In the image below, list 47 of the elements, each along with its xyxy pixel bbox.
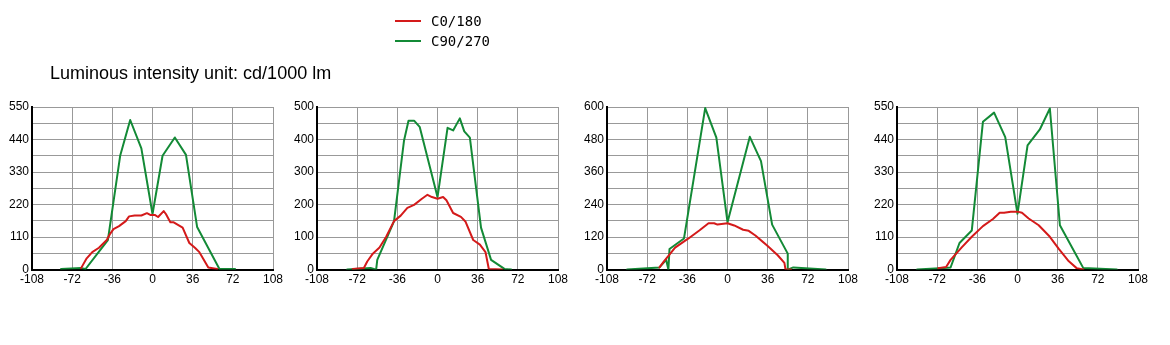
y-tick-label: 550 — [873, 99, 895, 114]
x-tick-label: -72 — [928, 272, 947, 287]
x-tick-label: 36 — [470, 272, 485, 287]
y-tick-label: 300 — [293, 164, 315, 179]
x-tick-label: -36 — [388, 272, 407, 287]
y-tick-label: 330 — [873, 164, 895, 179]
y-tick-label: 120 — [583, 229, 605, 244]
x-tick-label: -36 — [103, 272, 122, 287]
y-tick-label: 550 — [8, 99, 30, 114]
x-tick-label: 0 — [724, 272, 732, 287]
y-tick-label: 440 — [8, 131, 30, 146]
x-tick-label: 36 — [760, 272, 775, 287]
y-tick-label: 110 — [874, 229, 895, 244]
y-tick-label: 220 — [873, 196, 895, 211]
legend-label: C0/180 — [431, 13, 482, 29]
y-tick-label: 200 — [293, 196, 315, 211]
x-tick-label: -36 — [678, 272, 697, 287]
x-tick-label: 0 — [1014, 272, 1022, 287]
x-tick-label: 36 — [1050, 272, 1065, 287]
x-tick-label: 72 — [1091, 272, 1105, 287]
chart-title: Luminous intensity unit: cd/1000 lm — [50, 63, 332, 84]
x-tick-label: -72 — [348, 272, 367, 287]
x-tick-label: 0 — [434, 272, 442, 287]
x-tick-label: 36 — [185, 272, 200, 287]
x-tick-label: 0 — [149, 272, 157, 287]
y-tick-label: 100 — [293, 229, 315, 244]
x-tick-label: -36 — [968, 272, 987, 287]
x-tick-label: 72 — [511, 272, 525, 287]
x-tick-label: -72 — [63, 272, 82, 287]
y-tick-label: 330 — [8, 164, 30, 179]
x-tick-label: 108 — [262, 272, 284, 287]
y-tick-label: 360 — [583, 164, 605, 179]
y-tick-label: 240 — [583, 196, 605, 211]
y-tick-label: 220 — [8, 196, 30, 211]
y-tick-label: 500 — [293, 99, 315, 114]
x-tick-label: 108 — [547, 272, 569, 287]
x-tick-label: 72 — [801, 272, 815, 287]
y-tick-label: 440 — [873, 131, 895, 146]
y-tick-label: 600 — [583, 99, 605, 114]
legend-label: C90/270 — [431, 33, 491, 49]
x-tick-label: 108 — [1127, 272, 1149, 287]
y-tick-label: 110 — [9, 229, 30, 244]
x-tick-label: -72 — [638, 272, 657, 287]
y-tick-label: 480 — [583, 131, 605, 146]
y-tick-label: 400 — [293, 131, 315, 146]
x-tick-label: 108 — [837, 272, 859, 287]
x-tick-label: 72 — [226, 272, 240, 287]
